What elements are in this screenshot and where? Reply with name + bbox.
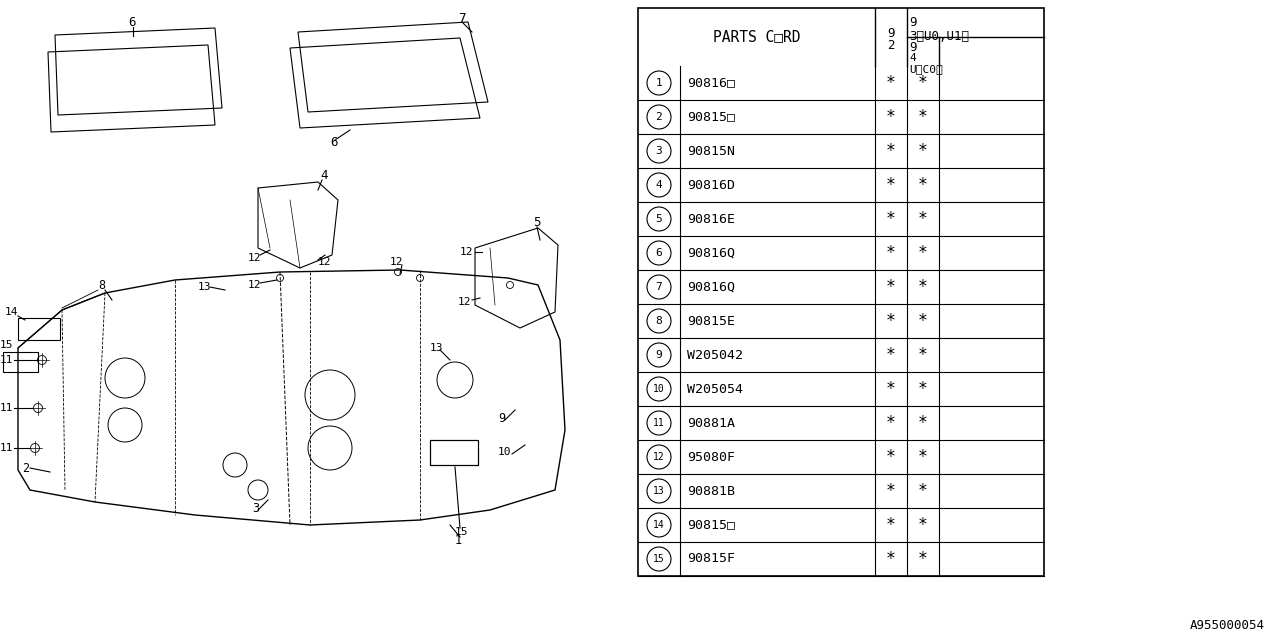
Text: *: * bbox=[886, 74, 896, 92]
Text: 12: 12 bbox=[390, 257, 403, 267]
Text: *: * bbox=[918, 448, 928, 466]
Text: W205054: W205054 bbox=[687, 383, 742, 396]
Text: 6: 6 bbox=[655, 248, 662, 258]
Text: A955000054: A955000054 bbox=[1190, 619, 1265, 632]
Text: 95080F: 95080F bbox=[687, 451, 735, 463]
Text: 12: 12 bbox=[653, 452, 664, 462]
Bar bbox=[18, 318, 60, 340]
Text: 3: 3 bbox=[655, 146, 662, 156]
Text: *: * bbox=[918, 244, 928, 262]
Text: 12: 12 bbox=[248, 280, 261, 290]
Text: 90816D: 90816D bbox=[687, 179, 735, 191]
Bar bbox=[637, 8, 1044, 576]
Text: 90815□: 90815□ bbox=[687, 518, 735, 531]
Text: 9: 9 bbox=[655, 350, 662, 360]
Text: 12: 12 bbox=[248, 253, 261, 263]
Text: 2: 2 bbox=[655, 112, 662, 122]
Text: 8: 8 bbox=[99, 278, 105, 291]
Text: 1: 1 bbox=[655, 78, 662, 88]
Bar bbox=[3, 352, 38, 372]
Text: 12: 12 bbox=[458, 297, 471, 307]
Text: *: * bbox=[886, 550, 896, 568]
Text: *: * bbox=[886, 516, 896, 534]
Text: 15: 15 bbox=[653, 554, 664, 564]
Text: 13: 13 bbox=[653, 486, 664, 496]
Bar bbox=[430, 440, 477, 465]
Text: 15: 15 bbox=[0, 340, 14, 350]
Text: 13: 13 bbox=[430, 343, 443, 353]
Text: *: * bbox=[886, 176, 896, 194]
Text: 7: 7 bbox=[655, 282, 662, 292]
Text: *: * bbox=[886, 380, 896, 398]
Text: 14: 14 bbox=[5, 307, 18, 317]
Text: 9: 9 bbox=[498, 412, 506, 424]
Text: *: * bbox=[918, 108, 928, 126]
Text: 8: 8 bbox=[655, 316, 662, 326]
Text: 90815□: 90815□ bbox=[687, 111, 735, 124]
Text: 11: 11 bbox=[0, 355, 14, 365]
Text: 2: 2 bbox=[887, 38, 895, 51]
Text: 10: 10 bbox=[498, 447, 512, 457]
Text: *: * bbox=[886, 210, 896, 228]
Text: *: * bbox=[918, 380, 928, 398]
Text: W205042: W205042 bbox=[687, 349, 742, 362]
Text: *: * bbox=[886, 312, 896, 330]
Text: 12: 12 bbox=[460, 247, 474, 257]
Text: 90816E: 90816E bbox=[687, 212, 735, 225]
Text: 90815F: 90815F bbox=[687, 552, 735, 566]
Bar bbox=[430, 440, 477, 465]
Text: *: * bbox=[886, 108, 896, 126]
Text: *: * bbox=[918, 482, 928, 500]
Text: 11: 11 bbox=[0, 443, 14, 453]
Text: 4: 4 bbox=[655, 180, 662, 190]
Text: 90881A: 90881A bbox=[687, 417, 735, 429]
Text: 90881B: 90881B bbox=[687, 484, 735, 497]
Text: *: * bbox=[886, 278, 896, 296]
Text: *: * bbox=[886, 482, 896, 500]
Text: 10: 10 bbox=[653, 384, 664, 394]
Text: 90816□: 90816□ bbox=[687, 77, 735, 90]
Text: *: * bbox=[886, 244, 896, 262]
Text: 9: 9 bbox=[909, 16, 916, 29]
Text: 6: 6 bbox=[128, 15, 136, 29]
Text: PARTS C□RD: PARTS C□RD bbox=[713, 29, 800, 45]
Text: 4
U〈C0〉: 4 U〈C0〉 bbox=[909, 53, 943, 74]
Text: 12: 12 bbox=[317, 257, 332, 267]
Text: *: * bbox=[918, 278, 928, 296]
Text: *: * bbox=[918, 414, 928, 432]
Text: 6: 6 bbox=[330, 136, 338, 148]
Text: *: * bbox=[918, 74, 928, 92]
Text: 2: 2 bbox=[22, 461, 29, 474]
Text: *: * bbox=[886, 448, 896, 466]
Text: 15: 15 bbox=[454, 527, 468, 537]
Text: *: * bbox=[886, 414, 896, 432]
Text: *: * bbox=[918, 346, 928, 364]
Text: 9: 9 bbox=[887, 26, 895, 40]
Text: *: * bbox=[886, 346, 896, 364]
Text: *: * bbox=[918, 142, 928, 160]
Text: *: * bbox=[918, 516, 928, 534]
Text: *: * bbox=[918, 210, 928, 228]
Text: 4: 4 bbox=[320, 168, 328, 182]
Text: 5: 5 bbox=[532, 216, 540, 228]
Text: 90816Q: 90816Q bbox=[687, 246, 735, 259]
Text: 7: 7 bbox=[458, 12, 466, 24]
Text: 13: 13 bbox=[198, 282, 211, 292]
Text: *: * bbox=[918, 550, 928, 568]
Text: 90815E: 90815E bbox=[687, 314, 735, 328]
Text: 11: 11 bbox=[653, 418, 664, 428]
Text: 3: 3 bbox=[252, 502, 259, 515]
Text: 90816Q: 90816Q bbox=[687, 280, 735, 294]
Text: *: * bbox=[918, 176, 928, 194]
Text: 1: 1 bbox=[454, 534, 462, 547]
Text: 3〈U0,U1〉: 3〈U0,U1〉 bbox=[909, 30, 969, 43]
Text: 14: 14 bbox=[653, 520, 664, 530]
Text: 90815N: 90815N bbox=[687, 145, 735, 157]
Text: 11: 11 bbox=[0, 403, 14, 413]
Text: 9: 9 bbox=[909, 41, 916, 54]
Text: 5: 5 bbox=[655, 214, 662, 224]
Text: *: * bbox=[918, 312, 928, 330]
Text: *: * bbox=[886, 142, 896, 160]
